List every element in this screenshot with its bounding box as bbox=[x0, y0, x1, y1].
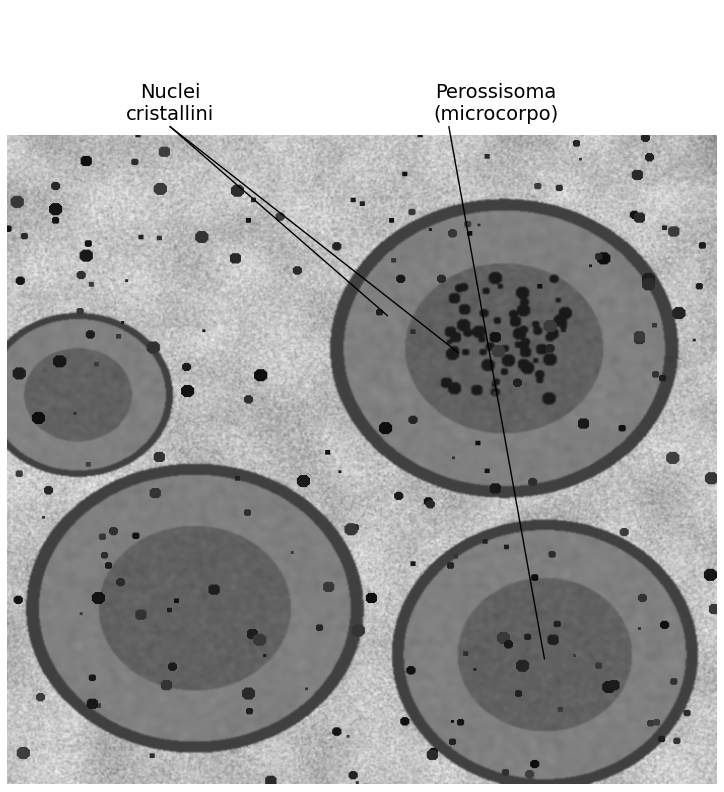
Text: Perossisoma
(microcorpo): Perossisoma (microcorpo) bbox=[434, 83, 558, 124]
Text: Nuclei
cristallini: Nuclei cristallini bbox=[126, 83, 214, 124]
